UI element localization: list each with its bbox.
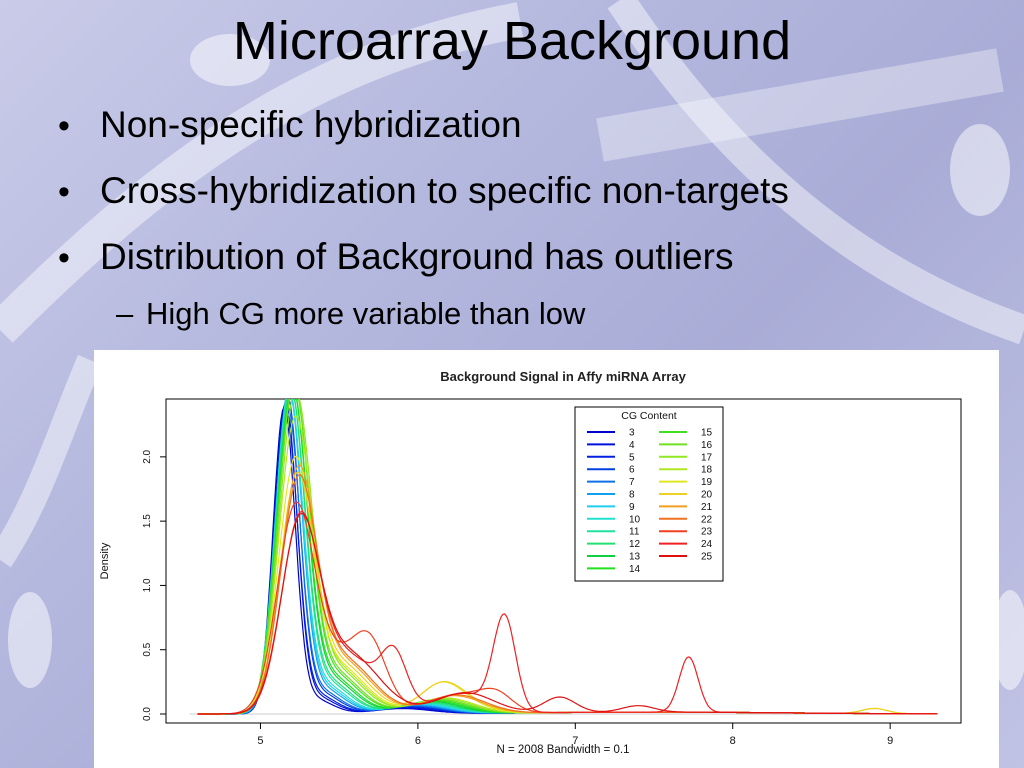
y-tick-label: 1.0 [142,578,153,592]
legend-label-cg-7: 7 [629,477,635,488]
bullet-item: • Cross-hybridization to specific non-ta… [58,170,789,236]
sub-bullet-item: – High CG more variable than low [116,296,789,338]
legend-title: CG Content [621,410,677,422]
sub-bullet-text: High CG more variable than low [146,296,586,331]
series-line-cg-23 [197,501,938,715]
series-line-cg-5 [197,410,938,715]
legend-label-cg-10: 10 [629,514,641,525]
y-tick-label: 0.0 [142,707,153,721]
legend-label-cg-5: 5 [629,452,635,463]
legend-label-cg-19: 19 [701,477,713,488]
legend-label-cg-6: 6 [629,465,635,476]
bullet-text: Non-specific hybridization [100,104,522,145]
slide-title: Microarray Background [232,11,792,71]
chart-title: Background Signal in Affy miRNA Array [440,369,686,384]
legend-label-cg-12: 12 [629,539,641,550]
chart-svg: Background Signal in Affy miRNA Array 5 6… [99,369,962,756]
y-tick-label: 2.0 [142,449,153,463]
legend-label-cg-15: 15 [701,428,713,439]
legend-label-cg-18: 18 [701,465,713,476]
legend-label-cg-3: 3 [629,428,635,439]
bullet-list: • Non-specific hybridization • Cross-hyb… [58,104,789,338]
legend-label-cg-25: 25 [701,552,713,563]
bullet-text: Cross-hybridization to specific non-targ… [100,170,789,211]
legend-label-cg-24: 24 [701,539,713,550]
series-line-cg-12 [197,399,938,715]
bullet-text: Distribution of Background has outliers [100,236,734,277]
sub-bullet-glyph: – [116,296,134,331]
legend-label-cg-9: 9 [629,502,635,513]
density-chart: Background Signal in Affy miRNA Array 5 6… [94,350,999,768]
y-axis-label: Density [99,542,111,579]
x-tick-label: 7 [572,735,578,747]
plot-frame [165,398,962,724]
x-tick-label: 9 [887,735,893,747]
y-tick-label: 1.5 [142,514,153,528]
bullet-item: • Distribution of Background has outlier… [58,236,789,302]
chart-legend: CG Content345678910111213141516171819202… [574,406,724,582]
legend-label-cg-22: 22 [701,514,713,525]
bullet-item: • Non-specific hybridization [58,104,789,170]
legend-label-cg-20: 20 [701,490,713,501]
legend-label-cg-17: 17 [701,452,713,463]
x-tick-label: 8 [730,735,736,747]
legend-label-cg-14: 14 [629,564,641,575]
legend-label-cg-13: 13 [629,552,641,563]
x-tick-label: 5 [257,735,263,747]
legend-label-cg-21: 21 [701,502,713,513]
legend-label-cg-23: 23 [701,527,713,538]
bullet-glyph: • [58,239,70,277]
legend-label-cg-8: 8 [629,490,635,501]
series-line-cg-18 [197,415,938,715]
legend-label-cg-4: 4 [629,440,635,451]
legend-label-cg-11: 11 [629,527,640,538]
y-tick-label: 0.5 [142,642,153,656]
legend-label-cg-16: 16 [701,440,713,451]
x-tick-label: 6 [415,735,421,747]
bullet-glyph: • [58,107,70,145]
x-axis-label: N = 2008 Bandwidth = 0.1 [497,744,630,756]
series-line-cg-25 [197,512,938,715]
bullet-glyph: • [58,173,70,211]
